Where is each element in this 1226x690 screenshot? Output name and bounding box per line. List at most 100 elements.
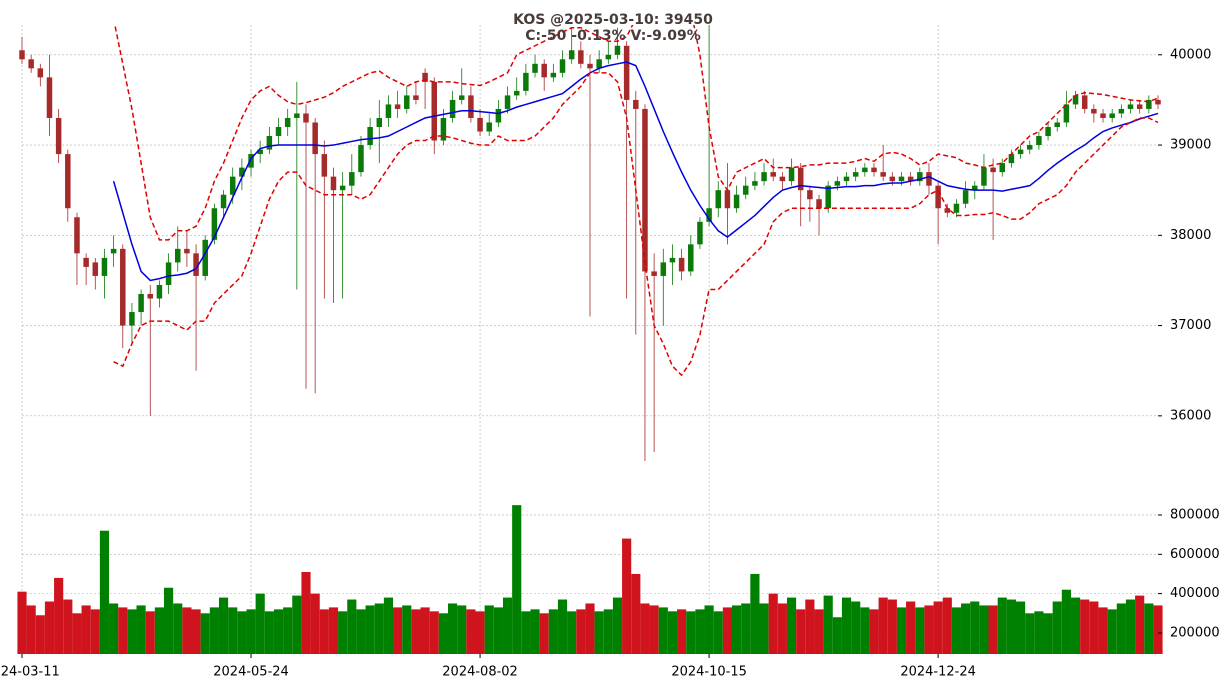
candle-body xyxy=(1045,126,1051,137)
volume-bar xyxy=(347,599,357,654)
candle-body xyxy=(1100,113,1106,118)
volume-bar xyxy=(209,607,219,654)
candle-body xyxy=(321,154,328,177)
volume-bar xyxy=(365,605,375,654)
candle-body xyxy=(697,221,703,245)
volume-bar xyxy=(109,603,119,654)
candle-body xyxy=(944,208,951,213)
candle-body xyxy=(706,208,712,222)
volume-bar xyxy=(640,603,650,654)
volume-bar xyxy=(741,603,751,654)
volume-bar xyxy=(869,609,879,654)
volume-bar xyxy=(255,593,265,654)
candle-body xyxy=(486,122,492,132)
x-tick-label: 2024-03-11 xyxy=(0,665,60,680)
candle-body xyxy=(275,126,282,137)
candle-body xyxy=(1036,136,1042,146)
volume-bar xyxy=(860,607,870,654)
volume-bar xyxy=(319,609,329,654)
volume-bar xyxy=(933,601,943,654)
candle-body xyxy=(55,117,62,155)
volume-bar xyxy=(612,597,623,654)
volume-bar xyxy=(1043,613,1053,654)
volume-bar xyxy=(136,605,146,654)
volume-bar xyxy=(1061,589,1071,654)
volume-bar xyxy=(356,609,366,654)
volume-bar xyxy=(17,591,27,654)
volume-bar xyxy=(54,577,64,654)
volume-bar xyxy=(228,607,238,654)
volume-bar xyxy=(81,605,91,654)
candle-body xyxy=(394,104,401,109)
candle-body xyxy=(852,172,859,177)
candle-body xyxy=(568,50,575,60)
candle-body xyxy=(1063,104,1070,123)
candle-body xyxy=(422,72,428,82)
volume-bar xyxy=(970,601,980,654)
mid-line xyxy=(112,61,1159,282)
candle-body xyxy=(807,190,813,200)
volume-bar xyxy=(759,603,769,654)
volume-bar xyxy=(594,611,604,654)
candle-body xyxy=(193,253,199,276)
chart-title: KOS @2025-03-10: 39450 xyxy=(513,12,713,28)
candle-body xyxy=(724,190,731,209)
candle-body xyxy=(413,95,419,100)
volume-bar xyxy=(722,607,732,654)
volume-bar xyxy=(1153,605,1163,654)
candle-body xyxy=(74,217,80,254)
volume-bar xyxy=(72,613,82,654)
volume-bar xyxy=(383,597,394,654)
candle-body xyxy=(440,117,447,141)
volume-bar xyxy=(732,605,742,654)
volume-bar xyxy=(997,597,1007,654)
candle-body xyxy=(752,181,758,186)
volume-bar xyxy=(521,611,531,654)
volume-bar xyxy=(44,601,55,654)
candle-body xyxy=(495,108,502,123)
volume-bar xyxy=(63,599,73,654)
volume-bar xyxy=(237,611,247,654)
y-tick-label: 38000 xyxy=(1170,228,1211,243)
candle-body xyxy=(294,113,300,118)
volume-bar xyxy=(402,605,412,654)
candle-body xyxy=(1118,108,1125,114)
volume-bar xyxy=(777,603,787,654)
volume-bar xyxy=(631,573,641,654)
candle-body xyxy=(550,72,557,78)
candle-body xyxy=(559,59,566,73)
volume-bar xyxy=(328,607,339,654)
candle-body xyxy=(129,312,135,326)
candle-body xyxy=(678,257,685,272)
candle-body xyxy=(825,185,831,209)
candle-body xyxy=(202,239,208,276)
candle-body xyxy=(660,262,667,276)
volume-bar xyxy=(786,597,797,654)
volume-bar xyxy=(750,573,760,654)
candle-body xyxy=(926,172,932,186)
candle-body xyxy=(184,248,190,254)
candle-body xyxy=(1091,108,1097,114)
volume-bar xyxy=(1107,609,1117,654)
volume-bar xyxy=(1016,601,1026,654)
volume-bar xyxy=(539,613,549,654)
candle-body xyxy=(578,50,584,64)
volume-bar xyxy=(99,530,110,654)
candle-body xyxy=(110,248,117,254)
volume-bar xyxy=(951,607,962,654)
y-tick-label: 600000 xyxy=(1170,547,1220,562)
x-tick-label: 2024-05-24 xyxy=(213,665,289,680)
volume-panel xyxy=(17,505,1163,654)
volume-bar xyxy=(145,611,155,654)
candle-body xyxy=(862,167,868,173)
volume-bar xyxy=(622,538,632,654)
candle-body xyxy=(266,136,273,150)
volume-bar xyxy=(603,609,613,654)
volume-bar xyxy=(502,597,513,654)
candle-body xyxy=(211,208,218,240)
volume-bar xyxy=(301,572,311,654)
volume-bar xyxy=(832,617,842,654)
candle-body xyxy=(797,167,804,191)
volume-bar xyxy=(841,597,852,654)
